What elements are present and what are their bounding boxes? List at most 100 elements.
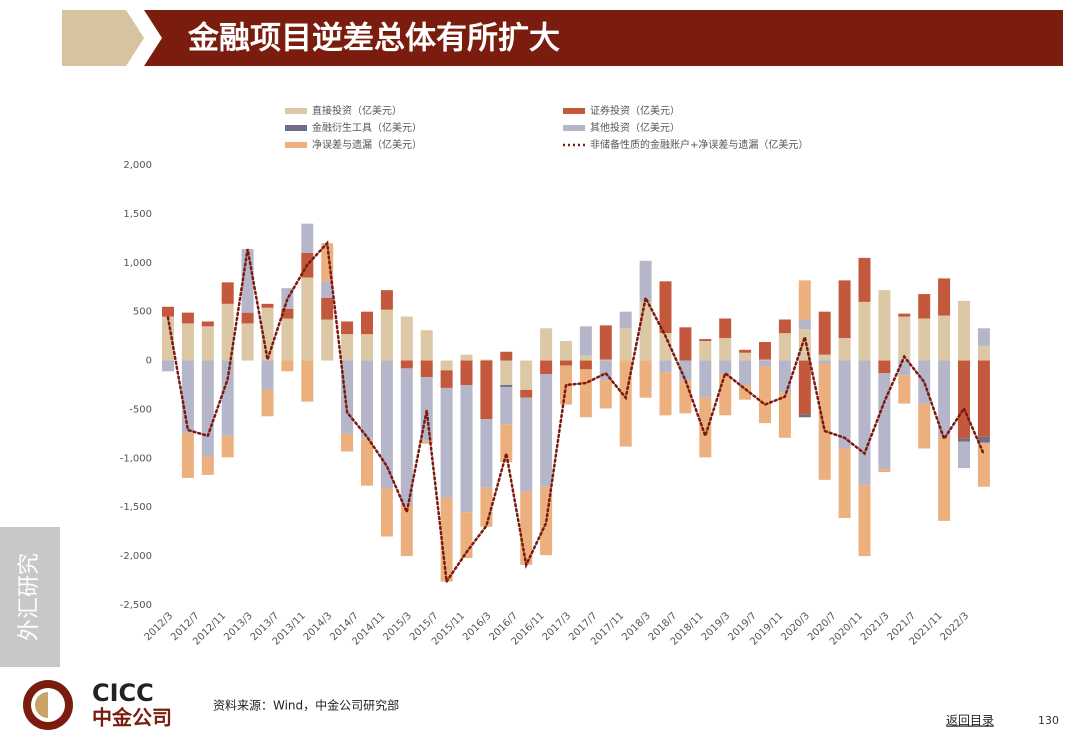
y-tick-label: 1,000 [123,258,152,269]
bar-segment [460,360,473,385]
bar-segment [679,360,692,381]
bar-segment [679,327,692,361]
bar-segment [341,334,354,361]
bar-segment [599,325,612,360]
bar-segment [221,282,234,304]
bar-segment [579,355,592,361]
bar-segment [918,403,931,449]
x-tick-label: 2013/3 [222,610,255,643]
side-label: 外汇研究 [17,553,42,641]
bar-segment [321,281,334,298]
y-tick-label: -1,500 [120,502,152,513]
bar-segment [261,389,274,417]
bar-segment [400,368,413,506]
bar-segment [818,354,831,361]
bar-segment [699,341,712,361]
bar-segment [719,318,732,339]
bar-segment [958,441,970,469]
bar-segment [878,290,891,361]
bar-segment [520,389,533,398]
bar-segment [341,321,354,335]
bar-segment [898,360,911,376]
bar-segment [778,392,791,438]
bar-segment [440,497,453,582]
line-series [166,240,986,586]
bar-segment [181,323,194,361]
bar-segment [560,360,572,366]
bar-segment [938,278,951,316]
bar-segment [221,435,234,458]
bar-segment [281,360,294,372]
x-tick-label: 2018/3 [620,610,653,643]
bar-segment [361,360,373,439]
y-tick-label: 1,500 [123,209,152,220]
bar-segment [520,397,533,492]
bar-segment [241,323,254,361]
bar-segment [201,360,214,457]
x-tick-label: 2012/3 [143,610,176,643]
bar-segment [977,328,990,346]
bar-segment [480,359,493,361]
legend-swatch [285,142,307,148]
bar-segment [858,360,871,485]
bar-segment [798,280,811,320]
y-tick-label: -2,500 [120,600,152,611]
bar-segment [281,318,294,361]
legend-swatch [285,125,307,131]
bar-segment [958,360,970,439]
y-tick-label: -1,000 [120,453,152,464]
bar-segment [540,374,553,487]
bar-segment [938,436,951,521]
bar-segment [699,339,712,341]
legend-swatch [285,108,307,114]
bar-segment [579,369,592,418]
bar-segment [321,297,334,320]
bar-segment [380,309,393,361]
bar-segment [460,385,473,513]
bar-segment [241,312,254,324]
nav-link[interactable]: 返回目录 [946,714,994,728]
bar-segment [719,374,732,416]
legend-label: 净误差与遗漏（亿美元） [312,138,422,151]
bar-segment [958,300,970,361]
legend-label: 证券投资（亿美元） [590,104,680,117]
bar-segment [500,386,513,425]
bar-segment [858,257,871,302]
bar-segment [579,326,592,356]
header-band [144,10,1063,66]
bar-segment [520,360,533,390]
bar-segment [162,306,174,317]
y-tick-label: -500 [129,404,152,415]
bar-segment [181,312,194,324]
bar-segment [798,319,811,330]
bar-segment [838,448,851,518]
header-accent [62,10,144,66]
bar-segment [380,488,393,537]
bar-segment [977,442,990,487]
bar-segment [818,363,831,480]
bar-segment [977,345,990,361]
bar-segment [759,341,771,360]
bar-segment [878,373,891,470]
bar-segment [818,360,831,364]
bar-segment [480,360,493,420]
bar-segment [460,354,473,361]
legend-label: 直接投资（亿美元） [312,104,402,117]
bar-segment [878,469,891,473]
bar-segment [261,360,274,390]
bar-segment [400,316,413,361]
bar-segment [719,338,732,361]
bar-segment [759,366,771,424]
bar-segment [918,318,931,361]
bar-segment [659,281,672,334]
x-tick-label: 2014/3 [302,610,335,643]
bar-segment [500,385,513,387]
bar-segment [938,360,951,437]
legend-label: 非储备性质的金融账户+净误差与遗漏（亿美元） [590,138,808,151]
bar-segment [380,360,393,489]
bar-segment [858,301,871,361]
bar-segment [838,338,851,361]
logo-cn: 中金公司 [92,706,172,730]
bar-segment [560,341,572,361]
bar-segment [759,360,771,367]
